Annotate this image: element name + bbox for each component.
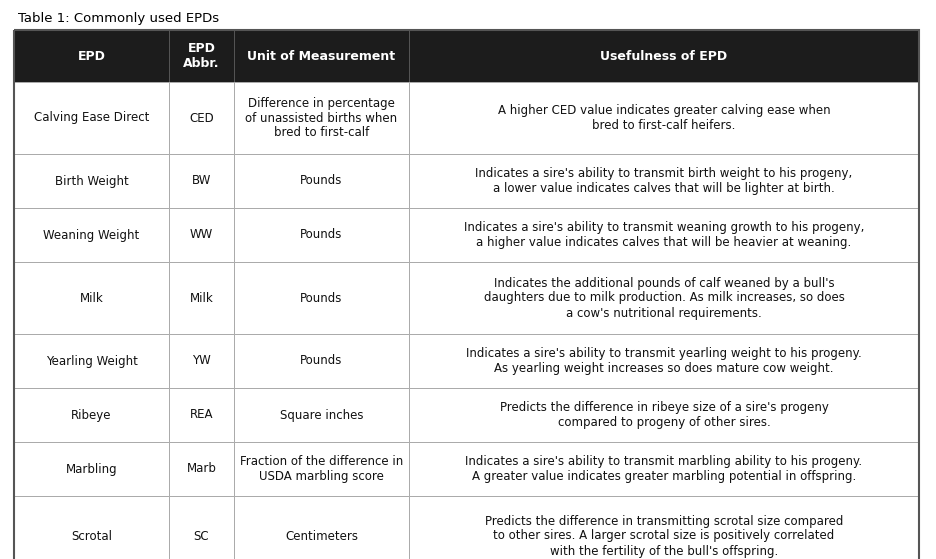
Bar: [169, 154, 234, 208]
Text: REA: REA: [190, 409, 213, 421]
Bar: [409, 30, 919, 82]
Bar: [169, 30, 234, 82]
Bar: [409, 262, 919, 334]
Bar: [234, 82, 409, 154]
Bar: [14, 208, 169, 262]
Text: Unit of Measurement: Unit of Measurement: [247, 50, 396, 63]
Bar: [14, 262, 169, 334]
Bar: [169, 262, 234, 334]
Bar: [409, 442, 919, 496]
Bar: [234, 496, 409, 559]
Text: Predicts the difference in transmitting scrotal size compared
to other sires. A : Predicts the difference in transmitting …: [485, 514, 843, 557]
Bar: [409, 496, 919, 559]
Bar: [14, 30, 169, 82]
Bar: [169, 442, 234, 496]
Text: Birth Weight: Birth Weight: [54, 174, 128, 187]
Text: Calving Ease Direct: Calving Ease Direct: [34, 111, 149, 125]
Text: Yearling Weight: Yearling Weight: [46, 354, 138, 367]
Bar: [14, 496, 169, 559]
Bar: [14, 334, 169, 388]
Text: Indicates a sire's ability to transmit marbling ability to his progeny.
A greate: Indicates a sire's ability to transmit m…: [465, 455, 863, 483]
Text: WW: WW: [190, 229, 213, 241]
Bar: [169, 388, 234, 442]
Bar: [14, 154, 169, 208]
Text: EPD: EPD: [78, 50, 106, 63]
Text: EPD
Abbr.: EPD Abbr.: [183, 42, 220, 70]
Text: Fraction of the difference in
USDA marbling score: Fraction of the difference in USDA marbl…: [240, 455, 403, 483]
Bar: [234, 388, 409, 442]
Text: Difference in percentage
of unassisted births when
bred to first-calf: Difference in percentage of unassisted b…: [245, 97, 398, 140]
Text: Indicates a sire's ability to transmit weaning growth to his progeny,
a higher v: Indicates a sire's ability to transmit w…: [464, 221, 864, 249]
Text: Milk: Milk: [80, 291, 103, 305]
Text: Ribeye: Ribeye: [71, 409, 111, 421]
Bar: [169, 82, 234, 154]
Bar: [169, 334, 234, 388]
Text: CED: CED: [189, 111, 213, 125]
Text: Milk: Milk: [190, 291, 213, 305]
Bar: [14, 442, 169, 496]
Bar: [409, 208, 919, 262]
Text: Scrotal: Scrotal: [71, 529, 112, 542]
Text: Weaning Weight: Weaning Weight: [43, 229, 139, 241]
Text: Square inches: Square inches: [280, 409, 363, 421]
Bar: [234, 208, 409, 262]
Text: Pounds: Pounds: [300, 354, 343, 367]
Bar: [234, 30, 409, 82]
Text: Pounds: Pounds: [300, 229, 343, 241]
Text: Indicates a sire's ability to transmit birth weight to his progeny,
a lower valu: Indicates a sire's ability to transmit b…: [475, 167, 853, 195]
Text: Usefulness of EPD: Usefulness of EPD: [600, 50, 727, 63]
Text: BW: BW: [192, 174, 212, 187]
Text: Pounds: Pounds: [300, 174, 343, 187]
Text: A higher CED value indicates greater calving ease when
bred to first-calf heifer: A higher CED value indicates greater cal…: [498, 104, 830, 132]
Bar: [14, 388, 169, 442]
Text: Indicates a sire's ability to transmit yearling weight to his progeny.
As yearli: Indicates a sire's ability to transmit y…: [466, 347, 862, 375]
Text: Table 1: Commonly used EPDs: Table 1: Commonly used EPDs: [18, 12, 219, 25]
Text: Pounds: Pounds: [300, 291, 343, 305]
Bar: [234, 442, 409, 496]
Bar: [14, 82, 169, 154]
Bar: [234, 334, 409, 388]
Text: SC: SC: [194, 529, 210, 542]
Bar: [409, 334, 919, 388]
Text: Indicates the additional pounds of calf weaned by a bull's
daughters due to milk: Indicates the additional pounds of calf …: [484, 277, 844, 320]
Bar: [409, 82, 919, 154]
Bar: [409, 154, 919, 208]
Text: Centimeters: Centimeters: [285, 529, 358, 542]
Text: Predicts the difference in ribeye size of a sire's progeny
compared to progeny o: Predicts the difference in ribeye size o…: [500, 401, 828, 429]
Bar: [169, 496, 234, 559]
Text: Marb: Marb: [186, 462, 216, 476]
Text: YW: YW: [192, 354, 211, 367]
Bar: [234, 154, 409, 208]
Bar: [169, 208, 234, 262]
Bar: [409, 388, 919, 442]
Bar: [234, 262, 409, 334]
Text: Marbling: Marbling: [66, 462, 117, 476]
